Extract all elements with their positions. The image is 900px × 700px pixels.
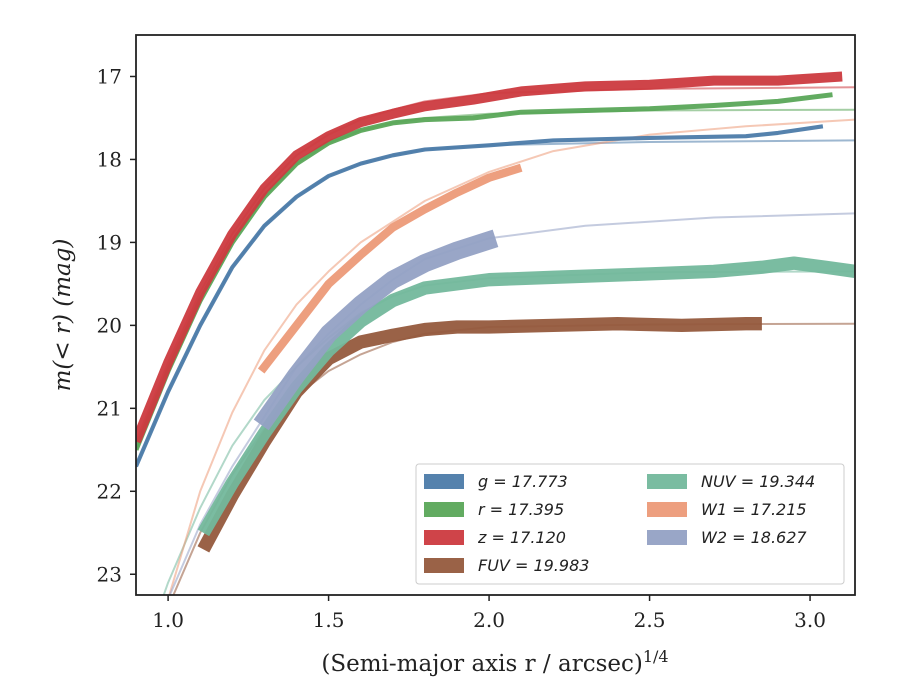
fit-line-g	[136, 139, 855, 467]
legend-frame	[415, 463, 845, 585]
x-tick-label: 1.0	[152, 608, 184, 632]
y-tick-label: 17	[97, 64, 122, 88]
y-tick-label: 19	[97, 230, 122, 254]
legend-swatch-w1	[647, 502, 687, 517]
y-tick-label: 22	[97, 479, 122, 503]
data-band-w2	[253, 229, 499, 431]
ticks-layer: 1.0 1.5 2.0 2.5 3.0 17 18 19 20 21 22 23	[97, 64, 826, 632]
legend-swatch-fuv	[424, 558, 464, 573]
y-tick-label: 18	[97, 147, 122, 171]
x-axis-label-main: (Semi-major axis r / arcsec)	[321, 651, 642, 677]
legend-label-nuv: NUV = 19.344	[701, 472, 815, 491]
legend-swatch-w2	[647, 530, 687, 545]
data-band-g	[136, 124, 824, 468]
legend-label-w1: W1 = 17.215	[701, 500, 807, 519]
y-tick-label: 21	[97, 396, 122, 420]
y-tick-label: 23	[97, 562, 122, 586]
x-tick-label: 3.0	[794, 608, 826, 632]
x-axis-label-exponent: 1/4	[643, 647, 669, 666]
data-band-z	[136, 71, 843, 444]
series-layer	[136, 71, 855, 595]
y-tick-label: 20	[97, 313, 122, 337]
plot-frame	[135, 34, 856, 596]
legend-label-g: g = 17.773	[478, 472, 568, 491]
legend-swatch-r	[424, 502, 464, 517]
x-tick-label: 2.0	[473, 608, 505, 632]
legend-label-z: z = 17.120	[477, 528, 566, 547]
legend-swatch-g	[424, 474, 464, 489]
legend-swatch-z	[424, 530, 464, 545]
x-tick-label: 1.5	[313, 608, 345, 632]
data-band-w1	[257, 163, 523, 374]
x-tick-label: 2.5	[634, 608, 666, 632]
legend-label-r: r = 17.395	[478, 500, 564, 519]
x-axis-label: (Semi-major axis r / arcsec)1/4	[321, 647, 668, 677]
legend-label-fuv: FUV = 19.983	[478, 556, 589, 575]
legend-swatch-nuv	[647, 474, 687, 489]
legend-label-w2: W2 = 18.627	[701, 528, 807, 547]
legend: g = 17.773 r = 17.395 z = 17.120 FUV = 19.9…	[415, 463, 845, 585]
y-axis-label: m(< r) (mag)	[50, 239, 76, 392]
